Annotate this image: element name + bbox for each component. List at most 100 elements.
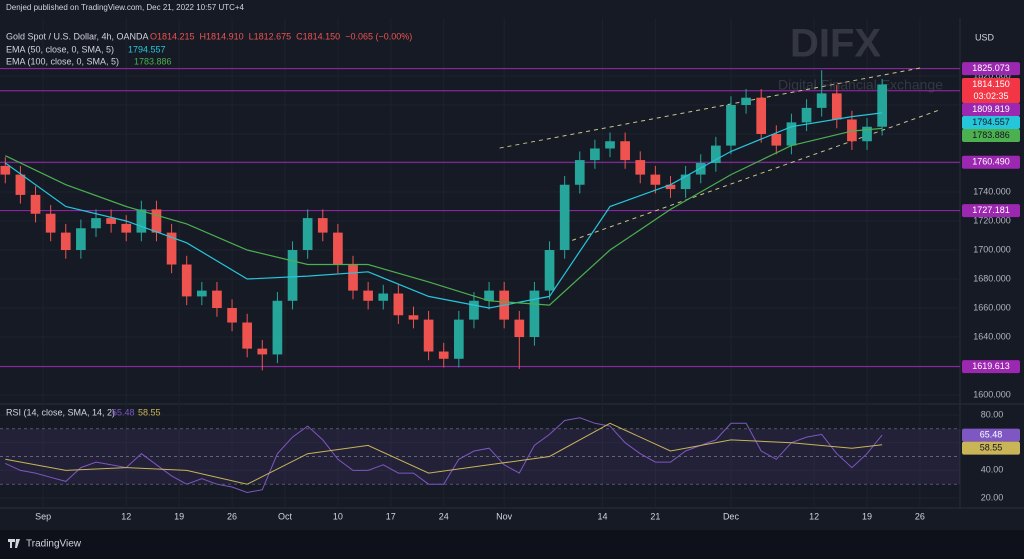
candle-body	[635, 160, 646, 175]
price-tag-bg	[962, 155, 1020, 169]
y-tick-label: 1700.000	[973, 244, 1011, 254]
candle-body	[317, 218, 328, 233]
ohlc-label: O1814.215	[150, 31, 195, 41]
candle-body	[121, 223, 132, 233]
candle-body	[212, 290, 222, 309]
price-tag-bg	[962, 115, 1020, 129]
candle-body	[166, 232, 177, 265]
candle-body	[257, 348, 268, 355]
y-tick-label: 1640.000	[973, 331, 1011, 341]
candle-body	[756, 97, 767, 134]
watermark: DIFX Digital Financial Exchange	[778, 22, 943, 93]
candle-body	[469, 300, 479, 320]
watermark-title: DIFX	[790, 22, 881, 66]
candle-body	[408, 315, 419, 320]
plot	[0, 67, 960, 494]
candle-body	[877, 84, 887, 127]
candle-body	[605, 141, 615, 149]
y-tick-label: 1740.000	[973, 186, 1011, 196]
candle-body	[574, 160, 585, 185]
trendline	[564, 109, 940, 244]
price-tag-label: 65.48	[980, 429, 1003, 439]
candle-body	[272, 300, 283, 355]
candle-body	[15, 174, 26, 195]
candle-body	[786, 122, 797, 146]
rsi-tick-label: 80.00	[981, 409, 1004, 419]
ohlc-label: L1812.675	[249, 31, 292, 41]
ohlc-label: C1814.150	[296, 31, 340, 41]
y-tick-label: 1680.000	[973, 273, 1011, 283]
y-tick-label: 1660.000	[973, 302, 1011, 312]
y-tick-label: 1720.000	[973, 215, 1011, 225]
footer-bar	[0, 530, 1024, 559]
candle-body	[771, 133, 782, 146]
rsi-legend-value: 58.55	[138, 407, 161, 417]
x-tick-label: Sep	[35, 511, 51, 521]
x-tick-label: 10	[333, 511, 343, 521]
x-tick-label: 12	[121, 511, 131, 521]
x-tick-label: 17	[386, 511, 396, 521]
candle-body	[60, 232, 71, 251]
candle-body	[76, 228, 86, 251]
candle-body	[227, 308, 237, 323]
x-tick-label: 14	[597, 511, 607, 521]
price-tag-label: 1727.181	[972, 205, 1010, 215]
price-tag-label: 1619.613	[972, 361, 1010, 371]
grid	[0, 18, 960, 508]
price-tag-label: 1825.073	[972, 63, 1010, 73]
price-tag-label: 1794.557	[972, 117, 1010, 127]
candle-body	[514, 319, 525, 338]
footer-logo	[8, 539, 20, 548]
legend-entry: EMA (50, close, 0, SMA, 5)	[6, 44, 114, 54]
x-tick-label: Oct	[278, 511, 293, 521]
candle-body	[862, 126, 872, 142]
candle-body	[559, 184, 570, 251]
candle-body	[151, 209, 162, 233]
candle-body	[453, 319, 464, 359]
candle-body	[438, 351, 449, 359]
candle-body	[242, 322, 253, 349]
candle-body	[741, 97, 751, 105]
legend-value: 1794.557	[128, 44, 166, 54]
price-tag-bg	[962, 441, 1020, 455]
candle-body	[801, 107, 812, 123]
x-tick-label: 21	[650, 511, 660, 521]
rsi-title: RSI (14, close, SMA, 14, 2)	[6, 407, 115, 417]
x-tick-label: 26	[227, 511, 237, 521]
price-tag-bg	[962, 128, 1020, 142]
price-tag-label: 1783.886	[972, 130, 1010, 140]
candle-body	[196, 290, 207, 297]
ema-line	[5, 127, 883, 306]
x-tick-label: 19	[862, 511, 872, 521]
x-tick-label: 26	[915, 511, 925, 521]
price-tag-label: 58.55	[980, 442, 1003, 452]
candle-body	[30, 194, 41, 214]
ohlc-label: H1814.910	[200, 31, 244, 41]
candle-body	[0, 165, 11, 175]
candle-body	[529, 290, 540, 338]
currency: USD	[975, 32, 995, 42]
x-tick-label: 19	[174, 511, 184, 521]
candle-body	[831, 93, 842, 120]
candle-body	[45, 213, 56, 233]
candle-body	[484, 290, 494, 301]
y-tick-label: 1820.000	[973, 70, 1011, 80]
y-tick-label: 1600.000	[973, 389, 1011, 399]
price-tag-bg	[962, 360, 1020, 374]
price-tag-label: 1814.150	[972, 79, 1010, 89]
header: Denjed published on TradingView.com, Dec…	[6, 3, 245, 12]
candle-body	[106, 218, 116, 224]
candle-body	[711, 145, 721, 163]
price-tag-bg	[962, 77, 1020, 103]
price-tag-bg	[962, 428, 1020, 442]
footer-brand: TradingView	[26, 539, 82, 550]
candle-body	[136, 209, 147, 233]
candle-body	[333, 232, 343, 265]
candle-body	[620, 141, 630, 161]
candle-body	[393, 293, 404, 316]
ohlc-label: −0.065 (−0.00%)	[345, 31, 412, 41]
candle-body	[181, 264, 192, 297]
candle-body	[590, 148, 600, 161]
candle-body	[363, 290, 373, 301]
x-tick-label: Dec	[723, 511, 740, 521]
